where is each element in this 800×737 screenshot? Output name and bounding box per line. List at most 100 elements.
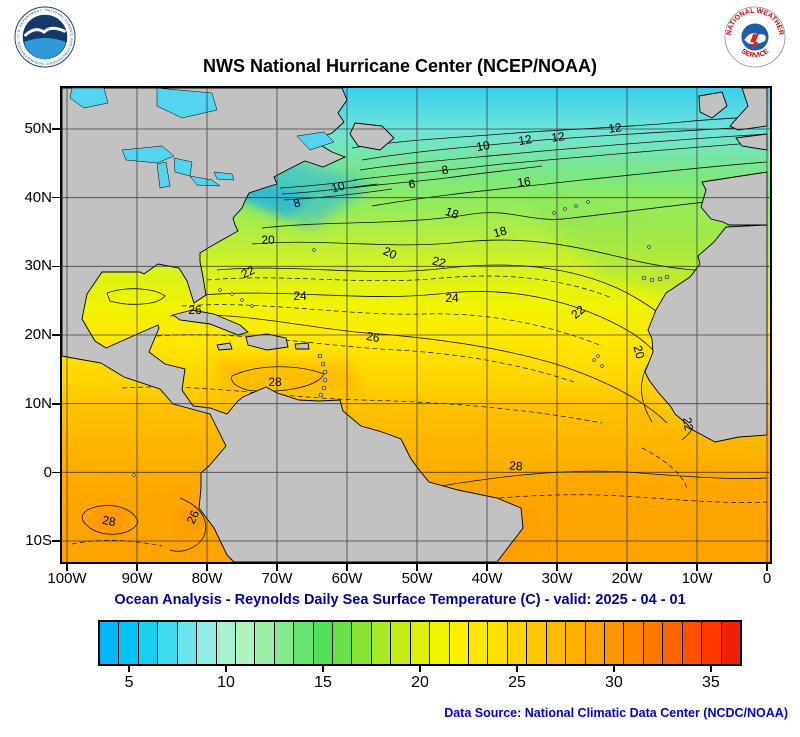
colorbar-segment [177,622,198,664]
colorbar-segment [488,622,508,664]
noaa-gull-icon [24,26,66,37]
lon-tick-mark [626,564,628,571]
colorbar-tick-mark [322,666,324,672]
lat-tick-label: 30N [24,257,52,275]
colorbar-segment [216,622,236,664]
nws-logo-svg: NATIONAL WEATHER SERVICE [724,6,786,68]
colorbar-segment [391,622,411,664]
colorbar-segment [527,622,547,664]
colorbar-tick-label: 10 [217,674,235,691]
small-islands [132,200,670,477]
lon-tick-mark [696,564,698,571]
lat-tick-label: 40N [24,188,52,206]
lat-tick-mark [52,128,60,130]
lat-tick-mark [52,540,60,542]
lat-tick-label: 10S [25,532,52,550]
colorbar-tick-mark [516,666,518,672]
lon-tick-mark [66,564,68,571]
colorbar-segment [585,622,605,664]
colorbar-segment [158,622,178,664]
colorbar-segment [197,622,217,664]
colorbar-tick-label: 5 [124,674,134,691]
inland-water [69,88,335,189]
colorbar-tick-label: 25 [508,674,526,691]
colorbar-segment [624,622,644,664]
colorbar-segment [430,622,450,664]
lon-tick-label: 80W [191,570,223,587]
colorbar-segment [702,622,722,664]
lon-tick-label: 60W [331,570,363,587]
colorbar-segment [294,622,314,664]
colorbar-tick-mark [225,666,227,672]
colorbar-segment [566,622,586,664]
lon-tick-label: 100W [47,570,87,587]
data-source-text: Data Source: National Climatic Data Cent… [444,706,788,720]
lon-tick-mark [556,564,558,571]
colorbar-segment [100,622,120,664]
colorbar-segment [449,622,470,664]
lon-tick-label: 30W [541,570,573,587]
colorbar-tick-label: 30 [605,674,623,691]
lon-tick-mark [766,564,768,571]
colorbar-segment [682,622,703,664]
lat-tick-mark [52,265,60,268]
lon-tick-mark [416,564,418,571]
colorbar-tick-mark [128,666,130,672]
landmasses [62,88,768,562]
colorbar-segment [721,622,740,664]
colorbar-segment [255,622,275,664]
colorbar-segment [507,622,528,664]
sst-map: 12 12 12 10 8 6 10 8 16 18 18 20 20 22 22 22 24 24 26 26 20 2… [60,86,772,564]
colorbar-tick-label: 15 [314,674,332,691]
lon-tick-label: 70W [261,570,293,587]
sst-map-canvas [62,88,770,562]
lat-tick-mark [52,471,60,474]
lat-tick-mark [52,196,60,199]
lon-tick-label: 90W [121,570,153,587]
colorbar-tick-mark [613,666,615,672]
lon-tick-mark [486,564,488,571]
nws-bottom-text: SERVICE [740,48,771,60]
colorbar-segment [274,622,295,664]
lat-tick-label: 0 [43,463,52,481]
colorbar-segment [604,622,625,664]
lat-tick-label: 20N [24,326,52,344]
lat-tick-mark [52,334,60,336]
lon-tick-mark [136,564,138,571]
colorbar-tick-label: 20 [411,674,429,691]
lon-tick-mark [206,564,208,571]
colorbar-tick-mark [419,666,421,672]
nws-logo-icon: NATIONAL WEATHER SERVICE [724,6,786,68]
colorbar-segment [235,622,256,664]
lon-tick-label: 40W [471,570,503,587]
colorbar-segment [643,622,664,664]
map-subtitle: Ocean Analysis - Reynolds Daily Sea Surf… [114,592,686,608]
lon-tick-label: 10W [681,570,713,587]
colorbar-segment [546,622,567,664]
colorbar-segment [352,622,372,664]
lat-tick-label: 50N [24,120,52,137]
lon-tick-mark [276,564,278,571]
colorbar-segment [313,622,334,664]
noaa-logo-icon: NATIONAL OCEANIC AND ATMOSPHERIC ADMINIS… [12,3,76,68]
svg-text:SERVICE: SERVICE [740,48,771,60]
colorbar-tick-label: 35 [702,674,720,691]
colorbar-segment [663,622,683,664]
lon-tick-label: 0 [762,570,772,587]
lat-tick-mark [52,403,60,405]
noaa-logo-svg: NATIONAL OCEANIC AND ATMOSPHERIC ADMINIS… [12,3,76,68]
colorbar-segment [138,622,159,664]
colorbar-segment [410,622,431,664]
lat-tick-label: 10N [24,394,52,412]
lon-tick-label: 20W [611,570,643,587]
colorbar-segment [333,622,353,664]
lon-tick-label: 50W [401,570,433,587]
graticule [62,88,770,562]
contour-lines-dashed [71,275,768,547]
nws-lightning-icon [750,34,759,52]
colorbar-segment [119,622,139,664]
colorbar-tick-mark [710,666,712,672]
page-title: NWS National Hurricane Center (NCEP/NOAA… [202,56,598,76]
temperature-colorbar [98,620,742,666]
